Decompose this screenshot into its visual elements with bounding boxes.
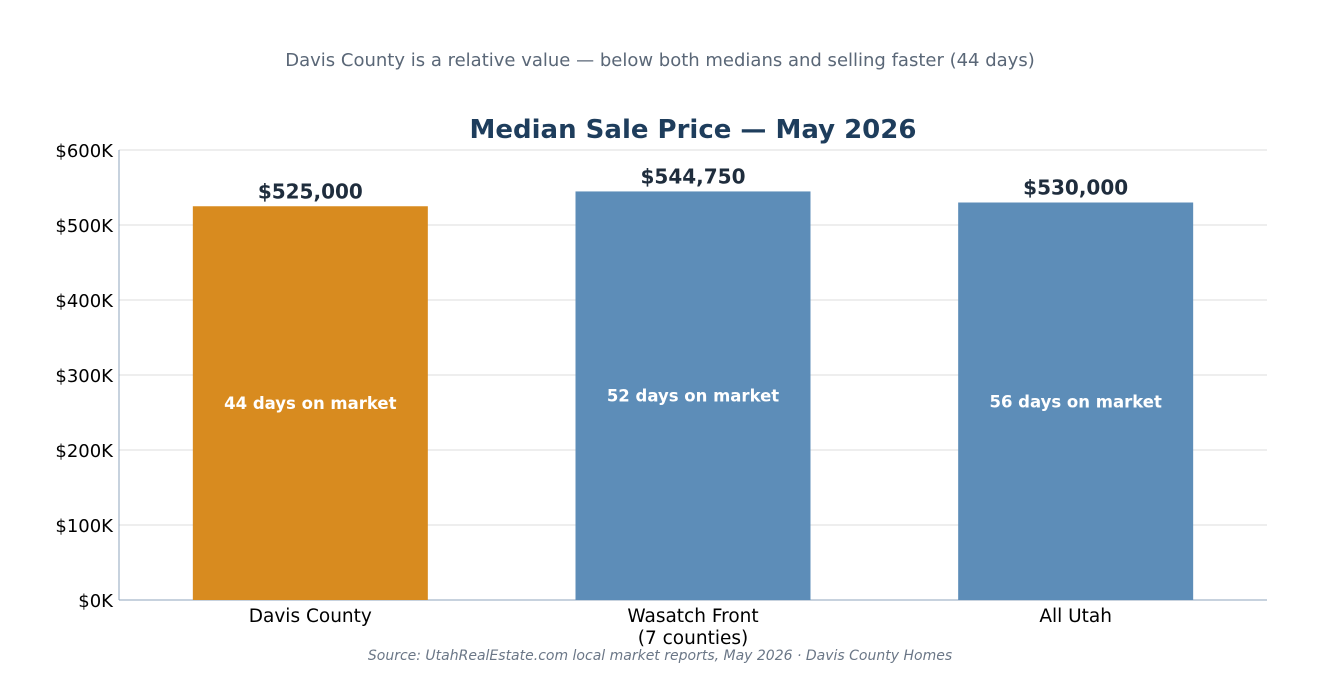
bar <box>575 191 811 600</box>
y-tick-label: $100K <box>55 516 114 537</box>
x-tick-label: Wasatch Front <box>627 606 758 627</box>
bar-value-label: $525,000 <box>258 179 363 203</box>
x-tick-label: Davis County <box>249 606 372 627</box>
x-tick-label: (7 counties) <box>638 628 748 649</box>
bar-inner-label: 56 days on market <box>989 392 1161 411</box>
bar <box>958 202 1194 600</box>
bar-value-label: $530,000 <box>1023 176 1128 200</box>
chart-subtitle: Davis County is a relative value — below… <box>285 50 1035 71</box>
bar-inner-label: 52 days on market <box>607 387 779 406</box>
x-tick-label: All Utah <box>1039 606 1112 627</box>
bar <box>192 206 428 600</box>
chart-title: Median Sale Price — May 2026 <box>470 115 917 145</box>
y-tick-label: $200K <box>55 441 114 462</box>
y-tick-label: $300K <box>55 366 114 387</box>
bar-inner-label: 44 days on market <box>224 394 396 413</box>
bars <box>192 191 1194 600</box>
labels: $525,000 44 days on market Davis County $54… <box>224 164 1162 649</box>
y-tick-label: $0K <box>78 591 114 612</box>
y-tick-label: $600K <box>55 141 114 162</box>
axes: $0K $100K $200K $300K $400K $500K $600K <box>55 141 1267 612</box>
source-note: Source: UtahRealEstate.com local market … <box>367 648 953 664</box>
y-tick-label: $400K <box>55 291 114 312</box>
bar-value-label: $544,750 <box>640 164 745 188</box>
y-tick-label: $500K <box>55 216 114 237</box>
